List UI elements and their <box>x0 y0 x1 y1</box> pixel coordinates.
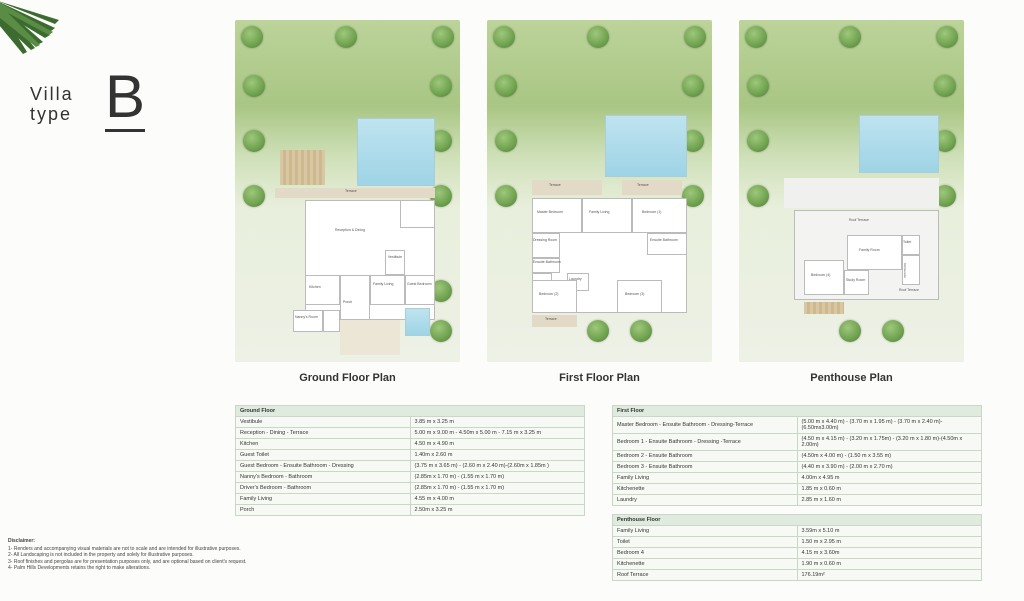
title-letter: B <box>105 67 145 132</box>
penthouse-plan-image: Roof Terrace Family Room Toilet Kitchene… <box>739 20 964 362</box>
table-row: Nanny's Bedroom - Bathroom(2.85m x 1.70 … <box>236 472 585 483</box>
upper-floors-table-col: First Floor Master Bedroom - Ensuite Bat… <box>612 405 982 581</box>
table-row: Vestibule3.85 m x 3.25 m <box>236 417 585 428</box>
room-name-cell: Family Living <box>236 494 411 505</box>
room-name-cell: Family Living <box>613 473 798 484</box>
room-name-cell: Nanny's Bedroom - Bathroom <box>236 472 411 483</box>
room-name-cell: Bedroom 3 - Ensuite Bathroom <box>613 462 798 473</box>
room-dim-cell: 3.59m x 5.10 m <box>797 526 982 537</box>
room-dim-cell: 1.50 m x 2.95 m <box>797 537 982 548</box>
room-dim-cell: (5.00 m x 4.40 m) - (3.70 m x 1.95 m) - … <box>797 417 982 434</box>
penthouse-plan: Roof Terrace Family Room Toilet Kitchene… <box>739 20 964 384</box>
room-name-cell: Laundry <box>613 495 798 506</box>
floor-plans-row: Terrace Living Room Reception & Dining V… <box>235 20 964 384</box>
ground-floor-header: Ground Floor <box>236 406 585 417</box>
first-floor-plan: Terrace Terrace Master Bedroom Family Li… <box>487 20 712 384</box>
room-dim-cell: 2.50m x 3.25 m <box>410 505 585 516</box>
room-name-cell: Reception - Dining - Terrace <box>236 428 411 439</box>
room-dim-cell: 2.85 m x 1.60 m <box>797 495 982 506</box>
room-dim-cell: 4.50 m x 4.90 m <box>410 439 585 450</box>
table-row: Bedroom 1 - Ensuite Bathroom - Dressing … <box>613 434 982 451</box>
room-dim-cell: 176.19m² <box>797 570 982 581</box>
ground-floor-plan: Terrace Living Room Reception & Dining V… <box>235 20 460 384</box>
table-row: Reception - Dining - Terrace5.00 m x 9.0… <box>236 428 585 439</box>
room-name-cell: Bedroom 4 <box>613 548 798 559</box>
villa-type-title: Villa type B <box>30 85 74 125</box>
table-row: Bedroom 2 - Ensuite Bathroom(4.50m x 4.0… <box>613 451 982 462</box>
table-row: Family Living3.59m x 5.10 m <box>613 526 982 537</box>
room-name-cell: Bedroom 1 - Ensuite Bathroom - Dressing … <box>613 434 798 451</box>
room-name-cell: Toilet <box>613 537 798 548</box>
room-name-cell: Guest Bedroom - Ensuite Bathroom - Dress… <box>236 461 411 472</box>
ground-floor-table: Ground Floor Vestibule3.85 m x 3.25 mRec… <box>235 405 585 516</box>
room-dim-cell: (4.50m x 4.00 m) - (1.50 m x 3.55 m) <box>797 451 982 462</box>
palm-leaf-decoration <box>0 0 95 65</box>
table-row: Laundry2.85 m x 1.60 m <box>613 495 982 506</box>
room-name-cell: Driver's Bedroom - Bathroom <box>236 483 411 494</box>
ground-floor-table-col: Ground Floor Vestibule3.85 m x 3.25 mRec… <box>235 405 585 581</box>
first-floor-caption: First Floor Plan <box>487 372 712 384</box>
penthouse-floor-header: Penthouse Floor <box>613 515 982 526</box>
penthouse-caption: Penthouse Plan <box>739 372 964 384</box>
room-name-cell: Guest Toilet <box>236 450 411 461</box>
disclaimer-header: Disclaimer: <box>8 538 247 545</box>
room-dim-cell: 4.55 m x 4.00 m <box>410 494 585 505</box>
room-name-cell: Bedroom 2 - Ensuite Bathroom <box>613 451 798 462</box>
room-dim-cell: 5.00 m x 9.00 m - 4.50m x 5.00 m - 7.15 … <box>410 428 585 439</box>
table-row: Bedroom 3 - Ensuite Bathroom(4.40 m x 3.… <box>613 462 982 473</box>
room-dim-cell: (2.85m x 1.70 m) - (1.55 m x 1.70 m) <box>410 472 585 483</box>
title-line1: Villa <box>30 85 74 105</box>
room-dim-cell: 1.40m x 2.60 m <box>410 450 585 461</box>
first-floor-table: First Floor Master Bedroom - Ensuite Bat… <box>612 405 982 506</box>
room-name-cell: Family Living <box>613 526 798 537</box>
table-row: Guest Toilet1.40m x 2.60 m <box>236 450 585 461</box>
table-row: Guest Bedroom - Ensuite Bathroom - Dress… <box>236 461 585 472</box>
room-name-cell: Kitchen <box>236 439 411 450</box>
table-row: Kitchenette1.85 m x 0.60 m <box>613 484 982 495</box>
room-dim-cell: (3.75 m x 3.65 m) - (2.60 m x 2.40 m)-(2… <box>410 461 585 472</box>
room-dim-cell: (2.85m x 1.70 m) - (1.55 m x 1.70 m) <box>410 483 585 494</box>
room-dim-cell: 4.15 m x 3.60m <box>797 548 982 559</box>
room-name-cell: Kitchenette <box>613 484 798 495</box>
penthouse-floor-table: Penthouse Floor Family Living3.59m x 5.1… <box>612 514 982 581</box>
ground-floor-plan-image: Terrace Living Room Reception & Dining V… <box>235 20 460 362</box>
ground-floor-caption: Ground Floor Plan <box>235 372 460 384</box>
table-row: Family Living4.00m x 4.95 m <box>613 473 982 484</box>
first-floor-header: First Floor <box>613 406 982 417</box>
room-dim-cell: (4.40 m x 3.90 m) - (2.00 m x 2.70 m) <box>797 462 982 473</box>
room-dim-cell: 4.00m x 4.95 m <box>797 473 982 484</box>
table-row: Bedroom 44.15 m x 3.60m <box>613 548 982 559</box>
title-line2: type <box>30 105 74 125</box>
room-dim-cell: 1.90 m x 0.60 m <box>797 559 982 570</box>
room-name-cell: Porch <box>236 505 411 516</box>
room-name-cell: Master Bedroom - Ensuite Bathroom - Dres… <box>613 417 798 434</box>
table-row: Kitchenette1.90 m x 0.60 m <box>613 559 982 570</box>
table-row: Toilet1.50 m x 2.95 m <box>613 537 982 548</box>
room-name-cell: Kitchenette <box>613 559 798 570</box>
first-floor-plan-image: Terrace Terrace Master Bedroom Family Li… <box>487 20 712 362</box>
table-row: Kitchen4.50 m x 4.90 m <box>236 439 585 450</box>
room-dim-cell: 1.85 m x 0.60 m <box>797 484 982 495</box>
room-name-cell: Vestibule <box>236 417 411 428</box>
table-row: Family Living4.55 m x 4.00 m <box>236 494 585 505</box>
room-dim-cell: 3.85 m x 3.25 m <box>410 417 585 428</box>
schedule-tables: Ground Floor Vestibule3.85 m x 3.25 mRec… <box>235 405 982 581</box>
room-dim-cell: (4.50 m x 4.15 m) - (3.20 m x 1.75m) - (… <box>797 434 982 451</box>
table-row: Driver's Bedroom - Bathroom(2.85m x 1.70… <box>236 483 585 494</box>
disclaimer-line: 4- Palm Hills Developments retains the r… <box>8 565 247 572</box>
table-row: Master Bedroom - Ensuite Bathroom - Dres… <box>613 417 982 434</box>
table-row: Porch2.50m x 3.25 m <box>236 505 585 516</box>
disclaimer-block: Disclaimer: 1- Renders and accompanying … <box>8 538 247 572</box>
room-name-cell: Roof Terrace <box>613 570 798 581</box>
table-row: Roof Terrace176.19m² <box>613 570 982 581</box>
